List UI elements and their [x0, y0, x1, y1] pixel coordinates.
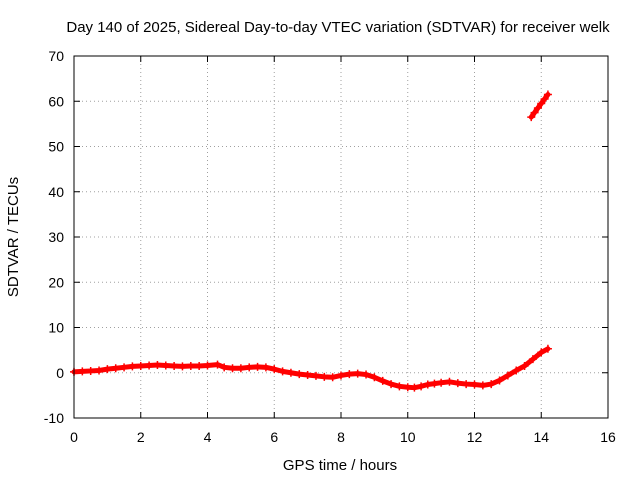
data-point	[370, 373, 379, 382]
data-point	[537, 348, 546, 357]
data-point	[495, 376, 504, 385]
data-point	[437, 378, 446, 387]
series-1-points	[70, 344, 552, 392]
data-point	[430, 379, 439, 388]
data-point	[311, 371, 320, 380]
data-point	[462, 380, 471, 389]
data-point	[186, 361, 195, 370]
data-point	[470, 380, 479, 389]
y-tick-label: 40	[48, 184, 64, 200]
data-point	[345, 370, 354, 379]
data-point	[417, 382, 426, 391]
data-point	[543, 90, 552, 99]
data-point	[362, 370, 371, 379]
data-point	[228, 364, 237, 373]
data-point	[512, 366, 521, 375]
data-point	[120, 363, 129, 372]
y-tick-label: 0	[56, 365, 64, 381]
x-tick-label: 6	[270, 429, 278, 445]
x-tick-label: 10	[400, 429, 416, 445]
data-point	[128, 362, 137, 371]
data-point	[103, 365, 112, 374]
data-point	[270, 365, 279, 374]
axis-ticks: 0 2 4 6 8 10 12 14 16 -10 0 10 20 30 40 50 60 70	[44, 48, 616, 445]
y-tick-label: 70	[48, 48, 64, 64]
data-point	[161, 361, 170, 370]
data-points	[70, 90, 552, 392]
data-point	[95, 366, 104, 375]
data-point	[520, 361, 529, 370]
data-point	[111, 364, 120, 373]
data-point	[261, 363, 270, 372]
data-point	[178, 362, 187, 371]
data-point	[453, 379, 462, 388]
data-point	[533, 104, 542, 113]
data-point	[528, 355, 537, 364]
data-point	[395, 382, 404, 391]
data-point	[203, 361, 212, 370]
data-point	[145, 361, 154, 370]
data-point	[278, 367, 287, 376]
data-point	[403, 383, 412, 392]
data-point	[537, 99, 546, 108]
data-point	[337, 371, 345, 380]
data-point	[253, 362, 262, 371]
series-1-band	[71, 346, 551, 391]
chart-title: Day 140 of 2025, Sidereal Day-to-day VTE…	[66, 19, 610, 36]
data-point	[213, 360, 222, 369]
data-point	[540, 94, 549, 103]
data-point	[236, 364, 245, 373]
x-tick-label: 8	[337, 429, 345, 445]
data-point	[195, 361, 204, 370]
data-point	[487, 380, 496, 389]
plot-frame	[73, 55, 609, 419]
data-point	[378, 376, 387, 385]
data-point	[170, 361, 179, 370]
data-point	[295, 370, 304, 379]
data-point	[387, 380, 396, 389]
y-tick-label: 20	[48, 274, 64, 290]
data-point	[245, 363, 254, 372]
data-point	[86, 366, 95, 375]
data-point	[303, 371, 312, 380]
series-2-band	[528, 91, 551, 120]
grid-lines	[74, 56, 608, 418]
x-tick-label: 12	[467, 429, 483, 445]
data-point	[527, 113, 536, 122]
x-tick-label: 4	[204, 429, 212, 445]
data-point	[78, 367, 87, 376]
x-tick-label: 16	[600, 429, 616, 445]
data-point	[136, 361, 145, 370]
y-tick-label: 50	[48, 139, 64, 155]
data-point	[530, 108, 539, 117]
x-tick-label: 0	[70, 429, 78, 445]
x-tick-label: 14	[533, 429, 549, 445]
y-tick-label: 10	[48, 320, 64, 336]
data-point	[286, 368, 295, 377]
y-tick-label: -10	[44, 410, 64, 426]
y-axis-label: SDTVAR / TECUs	[5, 177, 22, 297]
series-2-points	[527, 90, 552, 122]
data-point	[445, 377, 454, 386]
y-tick-label: 30	[48, 229, 64, 245]
data-point	[353, 369, 362, 378]
data-point	[478, 381, 487, 390]
data-point	[220, 363, 229, 372]
data-point	[328, 373, 337, 382]
data-point	[423, 380, 432, 389]
y-tick-label: 60	[48, 93, 64, 109]
data-point	[503, 371, 512, 380]
x-tick-label: 2	[137, 429, 145, 445]
x-axis-label: GPS time / hours	[283, 457, 397, 474]
data-point	[153, 361, 162, 370]
data-point	[543, 344, 552, 353]
data-point	[320, 372, 329, 381]
data-point	[410, 383, 419, 392]
